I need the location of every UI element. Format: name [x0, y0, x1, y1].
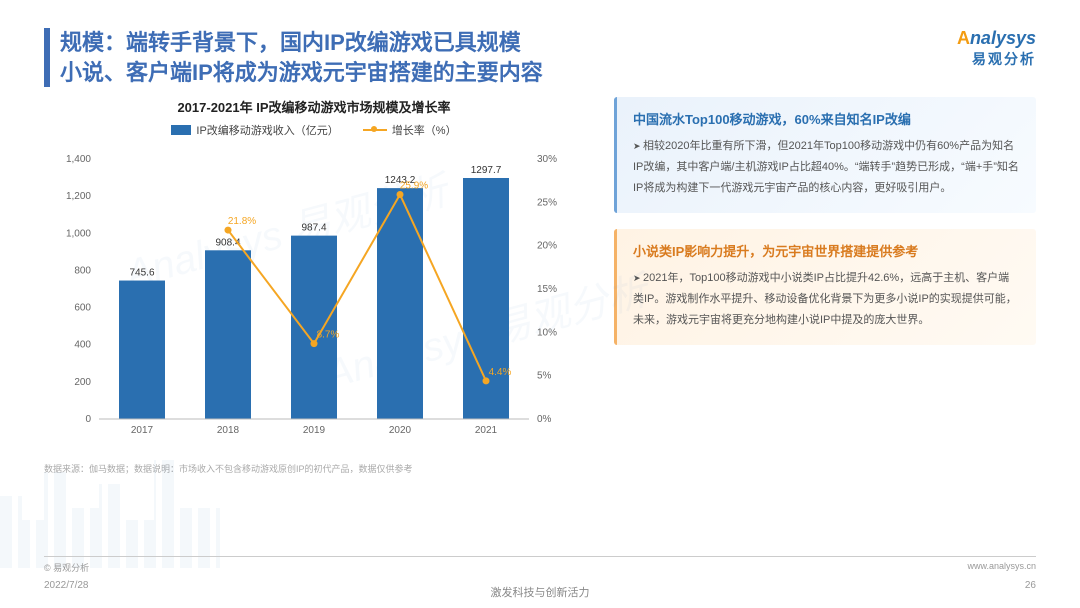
footer-page: 26: [1025, 580, 1036, 591]
chart-title: 2017-2021年 IP改编移动游戏市场规模及增长率: [44, 97, 584, 116]
svg-text:25%: 25%: [537, 198, 557, 209]
svg-text:1297.7: 1297.7: [471, 165, 502, 176]
logo-en: nalysys: [970, 28, 1036, 48]
footer-center: 激发科技与创新活力: [491, 584, 590, 600]
svg-text:1,000: 1,000: [66, 229, 91, 240]
logo-cn: 易观分析: [957, 49, 1036, 69]
info-box-orange-title: 小说类IP影响力提升，为元宇宙世界搭建提供参考: [633, 241, 1020, 260]
legend-line-swatch: [363, 125, 387, 135]
svg-text:2020: 2020: [389, 425, 412, 436]
svg-text:25.9%: 25.9%: [400, 181, 428, 192]
svg-text:30%: 30%: [537, 154, 557, 165]
title-line-2: 小说、客户端IP将成为游戏元宇宙搭建的主要内容: [60, 58, 543, 88]
footer-date: 2022/7/28: [44, 580, 89, 591]
svg-text:2019: 2019: [303, 425, 326, 436]
footer: © 易观分析 www.analysys.cn 2022/7/28 26 激发科技…: [0, 556, 1080, 608]
legend-line-label: 增长率（%）: [392, 122, 457, 138]
svg-text:1,200: 1,200: [66, 192, 91, 203]
svg-text:1,400: 1,400: [66, 154, 91, 165]
svg-text:10%: 10%: [537, 328, 557, 339]
legend-bar-label: IP改编移动游戏收入（亿元）: [196, 122, 338, 138]
brand-logo: Analysys 易观分析: [957, 28, 1036, 69]
footer-url: www.analysys.cn: [967, 561, 1036, 574]
svg-text:15%: 15%: [537, 284, 557, 295]
svg-text:2018: 2018: [217, 425, 240, 436]
svg-text:600: 600: [74, 303, 91, 314]
svg-text:8.7%: 8.7%: [317, 330, 340, 341]
info-box-blue-body: 相较2020年比重有所下滑，但2021年Top100移动游戏中仍有60%产品为知…: [633, 136, 1020, 199]
svg-text:200: 200: [74, 377, 91, 388]
info-box-orange-body: 2021年，Top100移动游戏中小说类IP占比提升42.6%，远高于主机、客户…: [633, 268, 1020, 331]
svg-text:21.8%: 21.8%: [228, 216, 256, 227]
info-box-blue: 中国流水Top100移动游戏，60%来自知名IP改编 相较2020年比重有所下滑…: [614, 97, 1036, 213]
info-box-orange: 小说类IP影响力提升，为元宇宙世界搭建提供参考 2021年，Top100移动游戏…: [614, 229, 1036, 345]
title-line-1: 规模：端转手背景下，国内IP改编游戏已具规模: [60, 28, 543, 58]
page-title: 规模：端转手背景下，国内IP改编游戏已具规模 小说、客户端IP将成为游戏元宇宙搭…: [44, 28, 543, 87]
svg-text:800: 800: [74, 266, 91, 277]
footer-copyright: © 易观分析: [44, 561, 89, 574]
svg-text:2017: 2017: [131, 425, 154, 436]
svg-text:400: 400: [74, 340, 91, 351]
svg-text:987.4: 987.4: [301, 223, 326, 234]
source-note: 数据来源：伽马数据；数据说明：市场收入不包含移动游戏原创IP的初代产品，数据仅供…: [44, 462, 584, 475]
legend-bar-swatch: [171, 125, 191, 135]
svg-text:20%: 20%: [537, 241, 557, 252]
svg-text:5%: 5%: [537, 371, 552, 382]
svg-text:0: 0: [85, 414, 91, 425]
svg-text:4.4%: 4.4%: [489, 367, 512, 378]
chart-legend: IP改编移动游戏收入（亿元） 增长率（%）: [44, 122, 584, 138]
svg-text:2021: 2021: [475, 425, 498, 436]
svg-text:0%: 0%: [537, 414, 552, 425]
info-box-blue-title: 中国流水Top100移动游戏，60%来自知名IP改编: [633, 109, 1020, 128]
svg-text:745.6: 745.6: [129, 268, 154, 279]
chart: 0 200 400 600 800 1,000 1,200 1,400 0% 5% 10% 15% 20…: [44, 144, 584, 454]
